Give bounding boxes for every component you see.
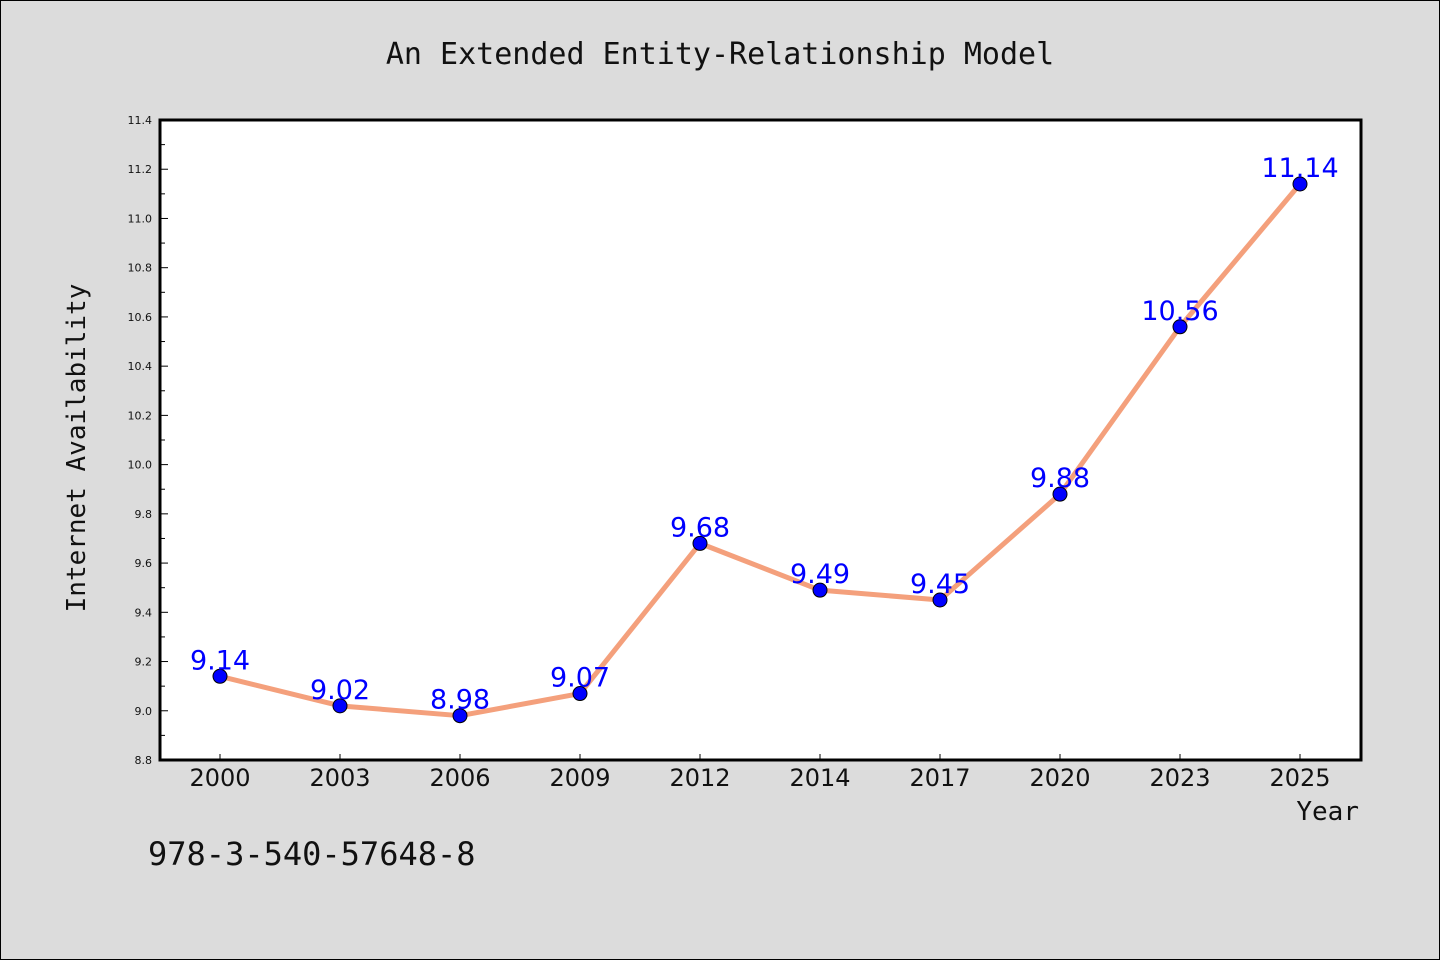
y-tick-label: 11.2	[128, 163, 153, 176]
x-axis-label: Year	[1296, 797, 1359, 827]
data-point	[812, 582, 828, 598]
y-tick-label: 11.0	[128, 212, 153, 225]
data-label: 9.14	[190, 645, 250, 676]
data-point	[572, 686, 588, 702]
y-axis-ticks: 8.8 9.0 9.2 9.4 9.6 9.8 10.0 10.2 10.4 10.6 10.8 11…	[128, 114, 168, 767]
x-tick-label: 2017	[909, 764, 970, 792]
series-line	[217, 181, 1303, 719]
y-tick-label: 9.4	[135, 606, 153, 619]
data-point	[1172, 319, 1188, 335]
x-tick-label: 2003	[309, 764, 370, 792]
x-tick-label: 2025	[1269, 764, 1330, 792]
y-tick-label: 11.4	[128, 114, 153, 127]
data-label: 11.14	[1261, 153, 1338, 184]
data-point	[1292, 176, 1308, 192]
y-tick-label: 10.0	[128, 459, 153, 472]
y-tick-label: 10.4	[128, 360, 153, 373]
x-tick-label: 2012	[669, 764, 730, 792]
data-point	[1052, 486, 1068, 502]
data-point	[332, 698, 348, 714]
data-label: 9.68	[670, 512, 730, 543]
y-tick-label: 10.2	[128, 409, 153, 422]
data-point	[452, 708, 468, 724]
x-tick-label: 2009	[549, 764, 610, 792]
data-point	[212, 668, 228, 684]
data-label: 9.88	[1030, 463, 1090, 494]
data-label: 9.49	[790, 559, 850, 590]
plot-area	[158, 118, 1363, 762]
y-tick-label: 9.2	[135, 656, 153, 669]
x-axis-ticks: 2000 2003 2006 2009 2012 2014 2017 2020 2023 2025	[189, 754, 1331, 792]
y-tick-label: 8.8	[135, 754, 153, 767]
data-label: 9.07	[550, 663, 610, 694]
data-point	[932, 592, 948, 608]
y-tick-label: 9.6	[135, 557, 153, 570]
data-label: 10.56	[1141, 296, 1218, 327]
y-tick-label: 10.8	[128, 262, 153, 275]
x-tick-label: 2006	[429, 764, 490, 792]
data-markers	[212, 176, 1308, 724]
y-axis-label: Internet Availability	[62, 284, 92, 613]
data-labels: 9.14 9.02 8.98 9.07 9.68 9.49 9.45 9.88 10.56 11.…	[190, 153, 1339, 716]
x-tick-label: 2020	[1029, 764, 1090, 792]
x-tick-label: 2000	[189, 764, 250, 792]
x-tick-label: 2023	[1149, 764, 1210, 792]
data-label: 9.45	[910, 569, 970, 600]
y-tick-label: 9.8	[135, 508, 153, 521]
data-label: 9.02	[310, 675, 370, 706]
y-tick-label: 9.0	[135, 705, 153, 718]
x-tick-label: 2014	[789, 764, 850, 792]
data-point	[692, 535, 708, 551]
footer-id-text: 978-3-540-57648-8	[148, 835, 476, 873]
chart-title: An Extended Entity-Relationship Model	[386, 37, 1054, 72]
data-label: 8.98	[430, 685, 490, 716]
y-tick-label: 10.6	[128, 311, 153, 324]
